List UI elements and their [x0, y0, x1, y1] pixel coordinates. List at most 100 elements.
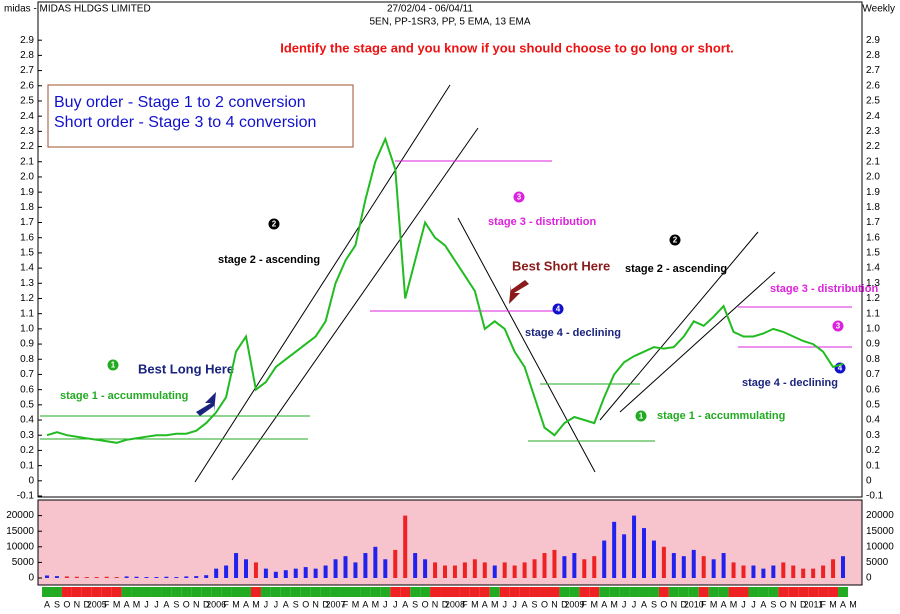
month-cell	[280, 587, 291, 597]
annotation: Best Long Here	[138, 361, 234, 376]
volume-bar	[214, 568, 219, 578]
x-tick-label: J	[383, 599, 388, 609]
x-tick-label: 2005	[87, 599, 107, 609]
month-cell	[440, 587, 450, 597]
volume-bar	[482, 562, 487, 578]
y-tick-label: 2.3	[20, 126, 34, 137]
volume-bar	[383, 559, 388, 578]
month-cell	[221, 587, 232, 597]
volume-bar	[472, 559, 477, 578]
y-tick-label: 2.1	[20, 156, 34, 167]
month-cell	[798, 587, 809, 597]
volume-bar	[811, 568, 816, 578]
month-cell	[639, 587, 649, 597]
volume-bar	[64, 576, 69, 578]
month-cell	[748, 587, 759, 597]
month-cell	[728, 587, 739, 597]
x-tick-label: A	[641, 599, 647, 609]
volume-bar	[651, 540, 656, 578]
marker-circle	[107, 359, 119, 371]
y-tick-label: 1.7	[866, 217, 880, 228]
volume-bar	[303, 567, 308, 578]
y-tick-label: 0.1	[20, 460, 34, 471]
period: Weekly	[862, 4, 895, 15]
x-tick-label: D	[681, 599, 688, 609]
month-cell	[609, 587, 620, 597]
volume-bar	[373, 546, 378, 578]
x-tick-label: A	[760, 599, 766, 609]
volume-bar	[632, 515, 637, 578]
marker-label: 4	[838, 364, 843, 373]
y-tick-label: 1.3	[866, 278, 880, 289]
legend-box	[47, 84, 354, 148]
volume-bar	[313, 568, 318, 578]
volume-bar	[612, 521, 617, 578]
x-tick-label: M	[849, 599, 857, 609]
month-cell	[499, 587, 510, 597]
volume-bar	[423, 559, 428, 578]
volume-bar	[184, 576, 189, 578]
y-tick-label: 2.9	[866, 35, 880, 46]
y-tick-label: 1.1	[20, 308, 34, 319]
y-tick-label: 15000	[6, 526, 34, 537]
month-cell	[599, 587, 610, 597]
y-tick-label: 1.8	[866, 202, 880, 213]
volume-bar	[751, 565, 756, 578]
month-cell	[290, 587, 301, 597]
x-tick-label: N	[671, 599, 678, 609]
chart-title: midas - MIDAS HLDGS LIMITED	[4, 4, 151, 15]
month-cell	[131, 587, 142, 597]
y-tick-label: 2.9	[20, 35, 34, 46]
x-tick-label: N	[551, 599, 558, 609]
volume-bar	[224, 565, 229, 578]
month-cell	[171, 587, 182, 597]
x-tick-label: S	[651, 599, 657, 609]
y-tick-label: 2.8	[20, 50, 34, 61]
marker-circle	[635, 410, 647, 422]
annotation: stage 1 - accummulating	[60, 390, 188, 402]
x-tick-label: 2007	[326, 599, 346, 609]
volume-bar	[94, 577, 99, 578]
y-tick-label: 0.9	[20, 339, 34, 350]
volume-bar	[174, 577, 179, 578]
volume-bar	[512, 565, 517, 578]
x-tick-label: J	[393, 599, 398, 609]
volume-bar	[602, 540, 607, 578]
month-cell	[201, 587, 212, 597]
month-cell	[300, 587, 311, 597]
y-tick-label: 1.5	[20, 248, 34, 259]
month-cell	[400, 587, 411, 597]
y-tick-label: 0.1	[866, 460, 880, 471]
volume-bar	[761, 568, 766, 578]
marker-label: 3	[517, 193, 522, 202]
marker-circle	[268, 218, 280, 230]
month-cell	[380, 587, 391, 597]
y-tick-label: 2.8	[866, 50, 880, 61]
month-cell	[241, 587, 251, 597]
x-tick-label: M	[610, 599, 618, 609]
y-tick-label: 1.4	[20, 263, 34, 274]
marker-circle	[552, 303, 564, 315]
x-tick-label: S	[412, 599, 418, 609]
volume-bar	[492, 565, 497, 578]
y-tick-label: 0.2	[20, 445, 34, 456]
volume-bar	[144, 577, 149, 578]
x-tick-label: O	[541, 599, 548, 609]
month-cell	[489, 587, 500, 597]
month-cell	[410, 587, 421, 597]
volume-bar	[323, 565, 328, 578]
x-tick-label: A	[840, 599, 846, 609]
month-cell	[648, 587, 659, 597]
y-tick-label: 15000	[866, 526, 894, 537]
volume-bar	[104, 576, 109, 578]
x-tick-label: D	[322, 599, 329, 609]
marker-circle	[832, 320, 844, 332]
month-cell	[121, 587, 132, 597]
y-tick-label: 0.6	[20, 384, 34, 395]
price-frame	[37, 1, 863, 498]
volume-bar	[552, 549, 557, 578]
x-tick-label: M	[372, 599, 380, 609]
volume-bar	[572, 553, 577, 578]
annotation: stage 4 - declining	[742, 377, 838, 389]
annotation: stage 1 - accummulating	[657, 410, 785, 422]
